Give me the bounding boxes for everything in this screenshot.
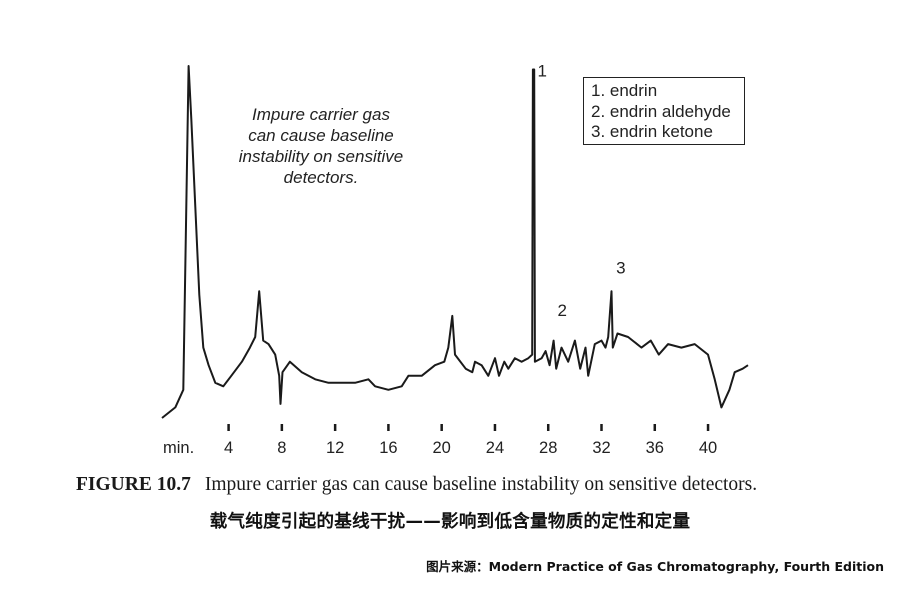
figure-caption-text: Impure carrier gas can cause baseline in… xyxy=(204,474,758,495)
x-tick-label: 4 xyxy=(224,439,233,457)
x-tick-label: 8 xyxy=(277,439,286,457)
chart-annotation: Impure carrier gas can cause baseline in… xyxy=(232,104,410,188)
legend-entry: 3. endrin ketone xyxy=(591,122,713,141)
figure-caption-chinese: 载气纯度引起的基线干扰——影响到低含量物质的定性和定量 xyxy=(209,512,691,532)
peak-label: 3 xyxy=(616,259,625,278)
x-tick-label: 32 xyxy=(592,439,610,457)
annotation-line: detectors. xyxy=(283,168,359,187)
x-tick-label: 20 xyxy=(433,439,451,457)
annotation-line: instability on sensitive xyxy=(238,147,404,166)
legend-entry: 1. endrin xyxy=(591,81,658,100)
image-source-credit: 图片来源：Modern Practice of Gas Chromatograp… xyxy=(426,559,884,574)
annotation-line: Impure carrier gas xyxy=(252,105,390,124)
figure-number: FIGURE 10.7 xyxy=(76,474,191,495)
x-tick-label: 40 xyxy=(699,439,717,457)
figure-caption: FIGURE 10.7 Impure carrier gas can cause … xyxy=(76,474,757,496)
peak-label: 2 xyxy=(557,301,566,320)
annotation-line: can cause baseline xyxy=(248,126,394,145)
x-unit-label: min. xyxy=(163,439,194,457)
x-tick-label: 12 xyxy=(326,439,344,457)
x-tick-label: 16 xyxy=(379,439,397,457)
chromatogram-trace xyxy=(161,65,749,419)
x-tick-label: 28 xyxy=(539,439,557,457)
x-tick-label: 24 xyxy=(486,439,504,457)
peak-label: 1 xyxy=(538,62,547,81)
chart-legend: 1. endrin 2. endrin aldehyde 3. endrin k… xyxy=(583,77,745,145)
legend-entry: 2. endrin aldehyde xyxy=(591,101,731,121)
x-tick-label: 36 xyxy=(646,439,664,457)
